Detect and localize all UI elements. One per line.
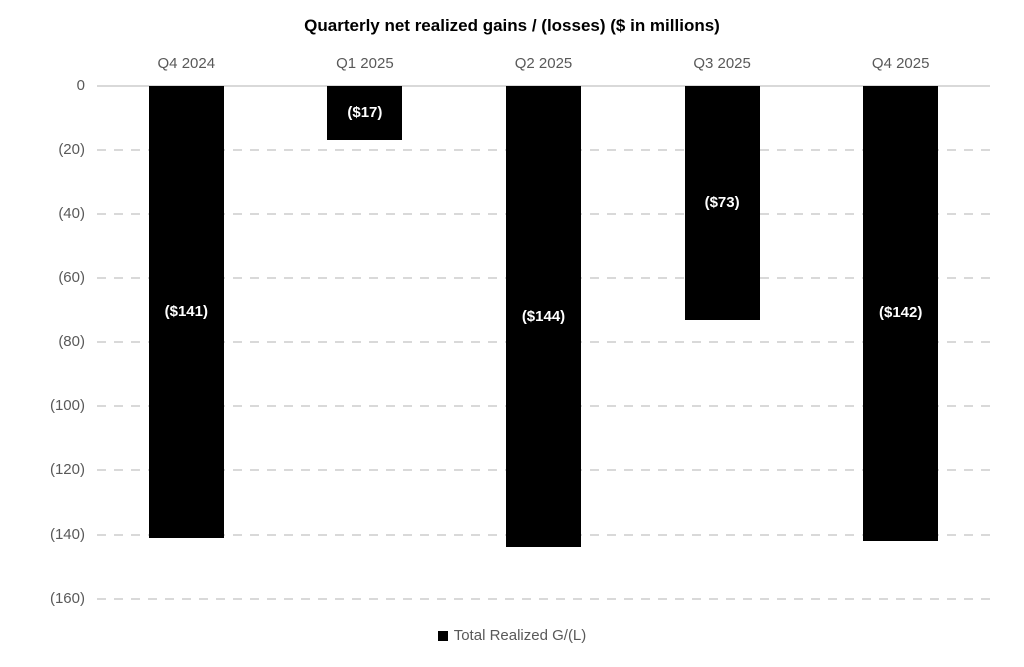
legend-marker-square-icon — [437, 630, 448, 641]
category-label: Q3 2025 — [693, 55, 751, 72]
y-axis-tick-label: (20) — [58, 141, 85, 159]
bar-q1-2025 — [327, 86, 403, 141]
category-label: Q4 2025 — [871, 55, 930, 72]
legend-label: Total Realized G/(L) — [453, 627, 587, 644]
category-label: Q4 2024 — [157, 55, 216, 72]
y-axis-tick-label: (120) — [49, 461, 85, 479]
y-axis-tick-label: 0 — [76, 77, 85, 94]
bar-data-label: ($141) — [164, 302, 208, 320]
bar-data-label: ($17) — [347, 104, 383, 122]
category-label: Q2 2025 — [514, 55, 573, 72]
y-axis-tick-label: (100) — [49, 397, 85, 415]
y-axis-tick-label: (60) — [58, 269, 85, 287]
bar-data-label: ($144) — [521, 307, 566, 325]
bar-q4-2024 — [148, 86, 224, 538]
bar-q2-2025 — [506, 86, 581, 548]
bar-q4-2025 — [863, 86, 939, 541]
chart-title: Quarterly net realized gains / (losses) … — [304, 16, 720, 35]
y-axis-tick-label: (160) — [49, 589, 85, 607]
category-label: Q1 2025 — [336, 55, 394, 72]
bar-q3-2025 — [684, 86, 760, 320]
bar-data-label: ($142) — [879, 304, 923, 322]
gridline-(160) — [97, 597, 990, 600]
y-axis-tick-label: (80) — [58, 333, 85, 351]
bar-data-label: ($73) — [704, 193, 740, 211]
legend: Total Realized G/(L) — [0, 627, 1024, 644]
y-axis-tick-label: (140) — [49, 525, 85, 543]
y-axis-tick-label: (40) — [58, 205, 85, 223]
